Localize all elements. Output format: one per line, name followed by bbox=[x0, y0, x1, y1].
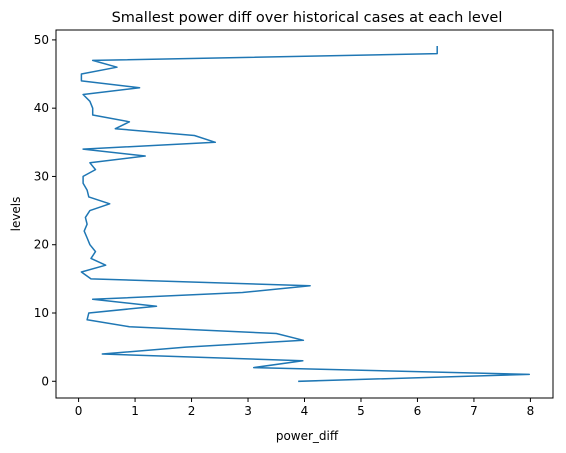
x-tick-label-1: 1 bbox=[131, 404, 139, 418]
chart-title: Smallest power diff over historical case… bbox=[112, 10, 503, 26]
y-axis: 0 10 20 30 40 50 bbox=[34, 33, 56, 388]
y-tick-label-0: 0 bbox=[41, 374, 49, 388]
y-axis-label: levels bbox=[9, 197, 23, 232]
y-tick-label-30: 30 bbox=[34, 169, 49, 183]
y-tick-label-50: 50 bbox=[34, 33, 49, 47]
x-tick-label-8: 8 bbox=[527, 404, 535, 418]
y-tick-label-10: 10 bbox=[34, 306, 49, 320]
x-tick-label-3: 3 bbox=[244, 404, 252, 418]
x-tick-label-6: 6 bbox=[414, 404, 422, 418]
series-layer bbox=[80, 45, 531, 383]
x-tick-label-7: 7 bbox=[470, 404, 478, 418]
x-axis: 0 1 2 3 4 5 6 7 8 bbox=[75, 398, 534, 418]
series-line-power_diff bbox=[80, 45, 531, 383]
x-tick-label-2: 2 bbox=[188, 404, 196, 418]
plot-area bbox=[55, 29, 554, 399]
x-axis-label: power_diff bbox=[276, 429, 339, 443]
plot-frame bbox=[55, 29, 554, 399]
x-tick-label-5: 5 bbox=[357, 404, 365, 418]
y-tick-label-40: 40 bbox=[34, 101, 49, 115]
x-tick-label-0: 0 bbox=[75, 404, 83, 418]
y-tick-label-20: 20 bbox=[34, 238, 49, 252]
x-tick-label-4: 4 bbox=[301, 404, 309, 418]
